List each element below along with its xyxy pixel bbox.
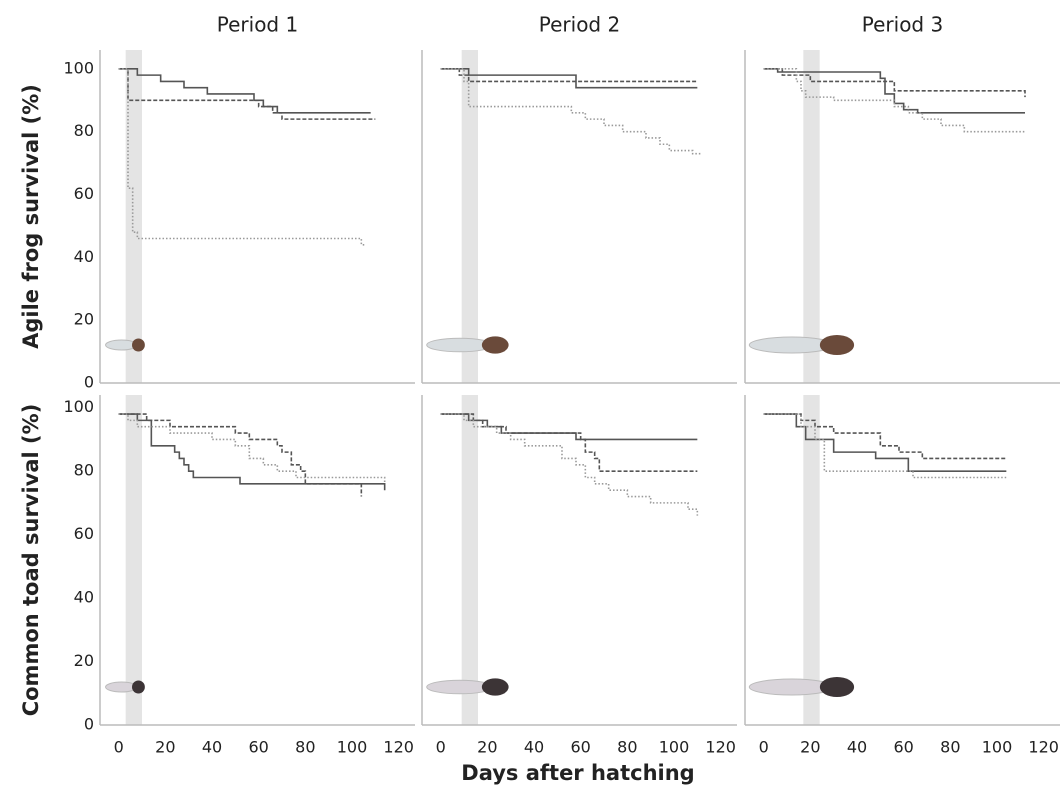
- survival-line: [118, 68, 366, 246]
- tadpole-body: [819, 335, 855, 355]
- x-tick-label: 80: [617, 738, 637, 757]
- tadpole-body: [481, 336, 509, 354]
- survival-line: [440, 413, 698, 472]
- x-tick-label: 20: [155, 738, 175, 757]
- x-tick-label: 100: [659, 738, 690, 757]
- shade-band: [125, 395, 142, 725]
- survival-line: [118, 413, 386, 491]
- x-tick-label: 40: [202, 738, 222, 757]
- x-tick-label: 120: [383, 738, 414, 757]
- x-tick-label: 120: [1028, 738, 1059, 757]
- x-tick-label: 60: [893, 738, 913, 757]
- y-tick-label: 40: [74, 247, 94, 266]
- y-tick-label: 60: [74, 184, 94, 203]
- survival-line: [763, 68, 1026, 98]
- x-tick-label: 60: [248, 738, 268, 757]
- survival-line: [763, 68, 1025, 133]
- x-tick-label: 80: [940, 738, 960, 757]
- panel-title: Period 2: [539, 13, 620, 37]
- survival-line: [440, 413, 698, 441]
- y-axis-label: Common toad survival (%): [19, 404, 43, 717]
- x-axis-label: Days after hatching: [461, 761, 694, 785]
- x-tick-label: 40: [524, 738, 544, 757]
- survival-line: [440, 68, 698, 83]
- y-tick-label: 80: [74, 121, 94, 140]
- tadpole-body: [481, 678, 509, 696]
- y-tick-label: 0: [84, 373, 94, 392]
- tadpole-body: [132, 680, 145, 694]
- survival-line: [763, 68, 1025, 114]
- survival-line: [118, 413, 386, 484]
- shade-band: [125, 50, 142, 383]
- survival-line: [763, 413, 1007, 479]
- y-axis-label: Agile frog survival (%): [19, 84, 43, 349]
- y-tick-label: 100: [63, 397, 94, 416]
- y-tick-label: 80: [74, 461, 94, 480]
- x-tick-label: 80: [295, 738, 315, 757]
- tadpole-body: [132, 338, 145, 352]
- shade-band: [803, 395, 820, 725]
- x-tick-label: 100: [337, 738, 368, 757]
- shade-band: [803, 50, 820, 383]
- x-tick-label: 0: [114, 738, 124, 757]
- survival-line: [440, 413, 699, 516]
- panel-title: Period 1: [217, 13, 298, 37]
- tadpole-body: [819, 677, 855, 697]
- x-tick-label: 20: [800, 738, 820, 757]
- y-tick-label: 0: [84, 715, 94, 734]
- y-tick-label: 20: [74, 651, 94, 670]
- survival-line: [118, 413, 363, 497]
- x-tick-label: 100: [982, 738, 1013, 757]
- y-tick-label: 60: [74, 524, 94, 543]
- survival-line: [440, 68, 702, 155]
- x-tick-label: 0: [759, 738, 769, 757]
- survival-line: [763, 413, 1007, 472]
- y-tick-label: 40: [74, 588, 94, 607]
- shade-band: [461, 50, 478, 383]
- x-tick-label: 0: [436, 738, 446, 757]
- survival-line: [118, 68, 371, 114]
- x-tick-label: 20: [477, 738, 497, 757]
- y-tick-label: 20: [74, 310, 94, 329]
- survival-line: [763, 413, 1007, 460]
- shade-band: [461, 395, 478, 725]
- survival-line: [440, 68, 698, 89]
- panel-title: Period 3: [862, 13, 943, 37]
- y-tick-label: 100: [63, 58, 94, 77]
- x-tick-label: 40: [847, 738, 867, 757]
- x-tick-label: 120: [705, 738, 736, 757]
- x-tick-label: 60: [570, 738, 590, 757]
